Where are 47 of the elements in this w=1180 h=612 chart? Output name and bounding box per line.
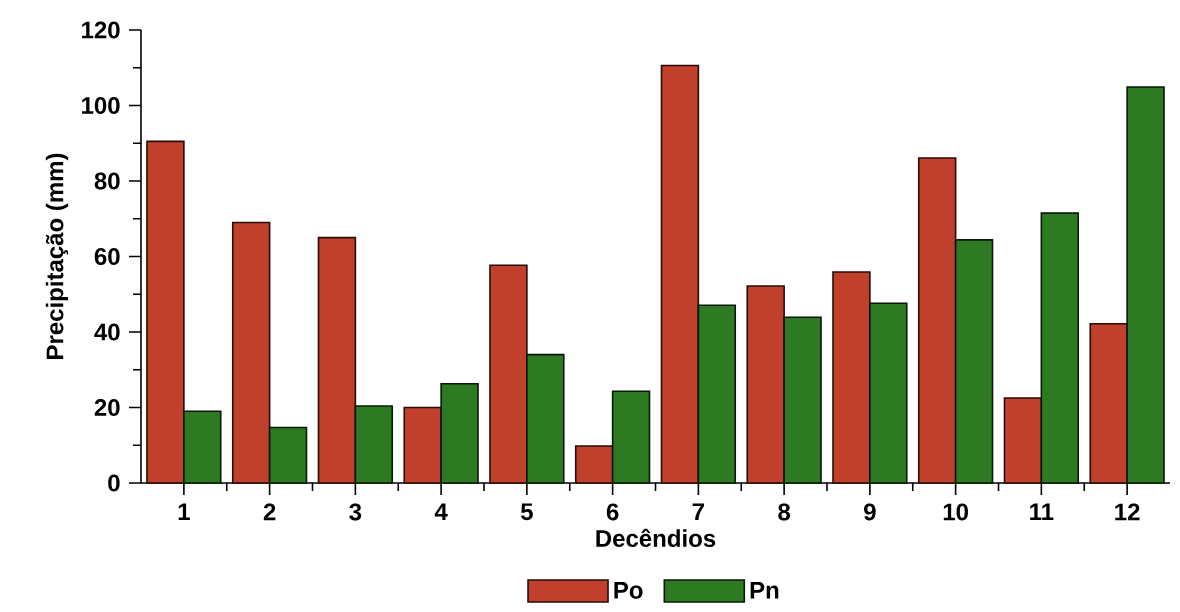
bar <box>268 426 308 484</box>
bar <box>489 264 528 484</box>
y-tick-label: 80 <box>94 172 120 190</box>
x-tick-label: 12 <box>1115 503 1140 521</box>
bar <box>231 221 271 484</box>
x-axis-title: Decêndios <box>596 528 716 547</box>
x-tick-label: 9 <box>864 503 876 521</box>
bar <box>954 239 994 484</box>
bar <box>869 302 908 484</box>
x-tick-label: 3 <box>349 503 362 521</box>
bar <box>526 353 565 484</box>
bar <box>917 157 957 484</box>
bar <box>697 304 737 484</box>
y-tick-label: 20 <box>94 399 120 416</box>
x-tick-label: 6 <box>606 503 619 521</box>
x-tick-label: 1 <box>178 503 190 520</box>
y-axis-title: Precipitação (mm) <box>45 153 69 359</box>
x-tick-label: 11 <box>1030 503 1054 520</box>
x-tick-label: 8 <box>778 503 791 521</box>
y-tick-label: 0 <box>108 474 120 492</box>
y-tick-label: 120 <box>82 21 120 39</box>
x-tick-label: 5 <box>520 503 533 521</box>
bar <box>783 316 822 484</box>
bar <box>354 405 394 484</box>
bar <box>1089 322 1128 484</box>
bar <box>1003 397 1043 484</box>
bar <box>746 285 785 484</box>
bar <box>660 64 700 484</box>
bar <box>1040 212 1080 484</box>
bar <box>574 445 614 484</box>
bar <box>183 410 222 484</box>
bar <box>146 140 185 484</box>
y-tick-label: 40 <box>94 323 120 341</box>
legend-label: Po <box>614 582 643 599</box>
bar <box>403 406 442 484</box>
x-tick-label: 7 <box>692 503 704 520</box>
y-tick-label: 60 <box>94 248 120 265</box>
bar <box>832 271 871 484</box>
bar <box>611 390 651 484</box>
legend-label: Pn <box>750 582 779 599</box>
x-tick-label: 10 <box>943 503 968 521</box>
x-tick-label: 2 <box>263 503 276 521</box>
bar <box>1126 86 1165 484</box>
bar <box>317 236 357 484</box>
x-tick-label: 4 <box>434 503 448 520</box>
bar <box>440 382 479 484</box>
y-tick-label: 100 <box>82 97 120 114</box>
